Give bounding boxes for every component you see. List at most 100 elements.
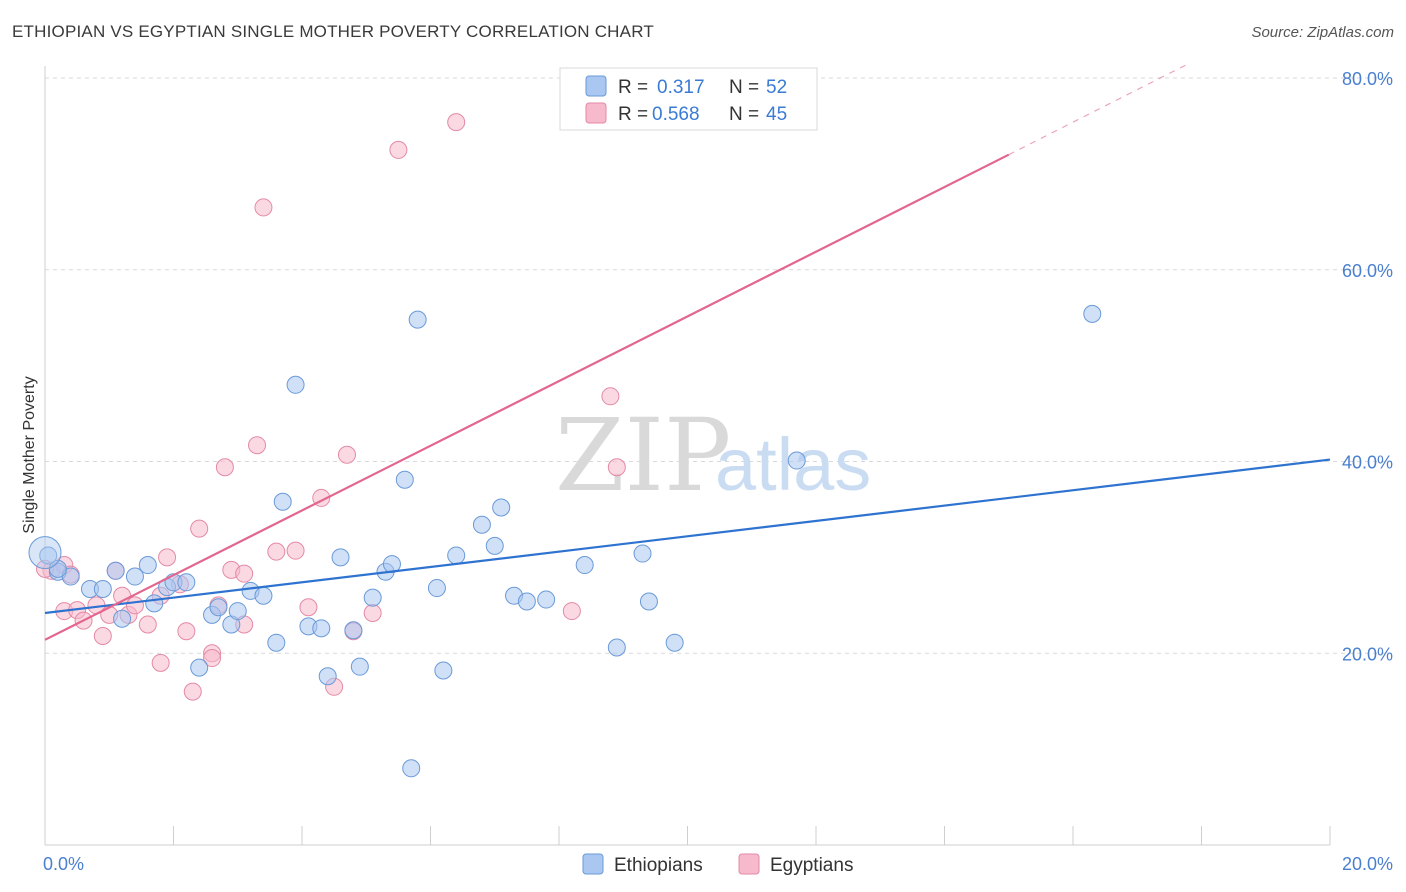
data-point-egyptians [158, 548, 177, 567]
data-point-egyptians [190, 519, 209, 538]
data-point-ethiopians [607, 638, 626, 657]
data-point-ethiopians [344, 621, 363, 640]
y-tick-label: 20.0% [1342, 644, 1393, 664]
data-point-egyptians [177, 622, 196, 641]
data-point-ethiopians [145, 594, 164, 613]
bottom-legend-label-ethiopians: Ethiopians [614, 855, 703, 876]
data-point-ethiopians [408, 310, 427, 329]
legend-r-value: 0.568 [652, 104, 700, 125]
watermark: ZIP atlas [555, 397, 871, 514]
trend-line-extension-egyptians [1008, 63, 1189, 156]
x-tick-labels: 0.0% 20.0% [43, 854, 1393, 874]
data-point-ethiopians [395, 470, 414, 489]
watermark-zip: ZIP [555, 397, 731, 514]
y-tick-label: 40.0% [1342, 453, 1393, 473]
trend-line-ethiopians [44, 458, 1331, 615]
data-point-egyptians [363, 603, 382, 622]
data-point-ethiopians [228, 602, 247, 621]
trend-line-egyptians [44, 153, 1010, 641]
data-point-egyptians [203, 649, 222, 668]
trend-lines [44, 63, 1331, 641]
data-point-ethiopians [537, 590, 556, 609]
data-point-ethiopians [485, 536, 504, 555]
data-point-egyptians [299, 598, 318, 617]
x-tick-label: 0.0% [43, 854, 84, 874]
axes [44, 66, 1331, 846]
data-point-egyptians [215, 458, 234, 477]
data-point-ethiopians [48, 559, 67, 578]
data-point-ethiopians [1083, 304, 1102, 323]
bottom-legend-swatch-egyptians [738, 853, 760, 875]
legend-r-value: 0.317 [657, 77, 705, 98]
data-point-ethiopians [286, 375, 305, 394]
data-point-ethiopians [39, 546, 58, 565]
data-point-ethiopians [106, 561, 125, 580]
data-point-ethiopians [639, 592, 658, 611]
bottom-legend-swatch-ethiopians [582, 853, 604, 875]
data-point-ethiopians [575, 556, 594, 575]
legend-n-value: 52 [766, 77, 787, 98]
legend-swatch-ethiopians [585, 75, 607, 97]
data-point-ethiopians [125, 567, 144, 586]
data-point-ethiopians [633, 544, 652, 563]
data-point-ethiopians [28, 536, 62, 570]
legend-swatch-egyptians [585, 102, 607, 124]
legend-r-label: R = [618, 77, 648, 98]
data-point-ethiopians [517, 592, 536, 611]
data-point-ethiopians [267, 633, 286, 652]
data-point-egyptians [601, 387, 620, 406]
grid-lines [45, 77, 1392, 654]
data-points [28, 92, 1102, 778]
data-point-egyptians [607, 458, 626, 477]
y-axis-label: Single Mother Poverty [21, 376, 38, 533]
data-point-ethiopians [93, 580, 112, 599]
data-point-ethiopians [113, 609, 132, 628]
data-point-egyptians [151, 653, 170, 672]
data-point-egyptians [447, 113, 466, 132]
data-point-egyptians [337, 445, 356, 464]
data-point-ethiopians [331, 548, 350, 567]
data-point-ethiopians [273, 492, 292, 511]
data-point-ethiopians [472, 515, 491, 534]
data-point-ethiopians [350, 657, 369, 676]
y-tick-label: 80.0% [1342, 69, 1393, 89]
chart-source: Source: ZipAtlas.com [1251, 24, 1394, 41]
data-point-ethiopians [318, 667, 337, 686]
legend-n-value: 45 [766, 104, 787, 125]
data-point-ethiopians [434, 661, 453, 680]
data-point-ethiopians [447, 546, 466, 565]
data-point-egyptians [254, 198, 273, 217]
data-point-egyptians [248, 436, 267, 455]
legend-r-label: R = [618, 104, 648, 125]
legend-n-label: N = [729, 77, 759, 98]
data-point-egyptians [138, 615, 157, 634]
bottom-legend-label-egyptians: Egyptians [770, 855, 853, 876]
y-tick-label: 60.0% [1342, 261, 1393, 281]
data-point-egyptians [93, 626, 112, 645]
data-point-egyptians [389, 140, 408, 159]
legend: R = 0.317 N = 52 R = 0.568 N = 45 [559, 67, 818, 131]
data-point-egyptians [183, 682, 202, 701]
bottom-legend: Ethiopians Egyptians [582, 853, 853, 876]
chart-title: ETHIOPIAN VS EGYPTIAN SINGLE MOTHER POVE… [12, 22, 654, 41]
data-point-ethiopians [363, 588, 382, 607]
data-point-ethiopians [138, 556, 157, 575]
data-point-egyptians [125, 596, 144, 615]
data-point-ethiopians [254, 586, 273, 605]
data-point-ethiopians [427, 579, 446, 598]
data-point-ethiopians [177, 573, 196, 592]
data-point-ethiopians [492, 498, 511, 517]
data-point-ethiopians [190, 658, 209, 677]
x-tick-label: 20.0% [1342, 854, 1393, 874]
data-point-ethiopians [787, 451, 806, 470]
data-point-ethiopians [402, 759, 421, 778]
data-point-egyptians [235, 564, 254, 583]
data-point-ethiopians [665, 633, 684, 652]
data-point-egyptians [286, 541, 305, 560]
data-point-egyptians [267, 542, 286, 561]
data-point-egyptians [562, 602, 581, 621]
data-point-ethiopians [312, 619, 331, 638]
data-point-ethiopians [209, 598, 228, 617]
y-tick-labels: 20.0% 40.0% 60.0% 80.0% [1342, 69, 1393, 664]
